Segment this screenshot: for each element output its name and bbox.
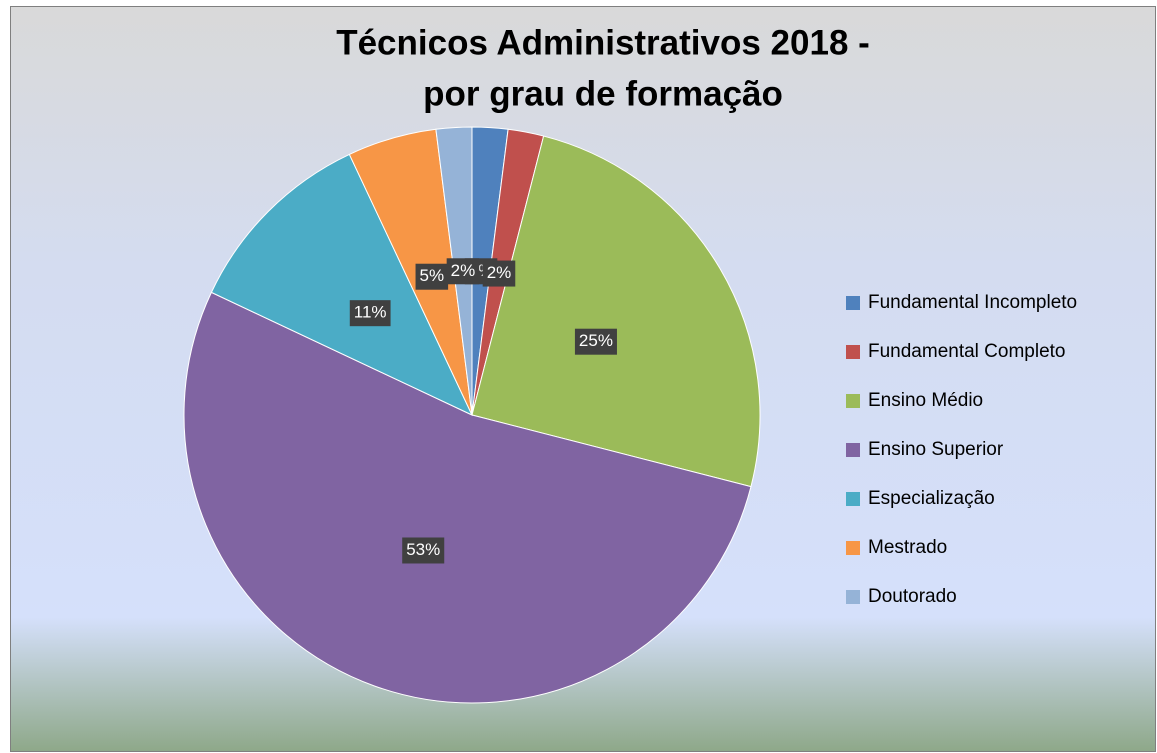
data-label: 2%	[451, 261, 476, 280]
chart-title: Técnicos Administrativos 2018 -	[336, 23, 870, 62]
legend-swatch	[846, 443, 860, 457]
legend-swatch	[846, 492, 860, 506]
legend-swatch	[846, 345, 860, 359]
legend-label: Especialização	[868, 488, 995, 509]
data-label-box	[574, 328, 617, 355]
data-label: 53%	[406, 540, 440, 559]
data-label: 11%	[354, 303, 387, 322]
legend-label: Ensino Superior	[868, 439, 1004, 460]
data-label-box	[415, 263, 449, 290]
legend-label: Fundamental Completo	[868, 341, 1066, 362]
pie-slice	[471, 135, 761, 488]
legend-label: Mestrado	[868, 537, 947, 558]
data-label-box	[349, 300, 391, 327]
legend-label: Fundamental Incompleto	[868, 292, 1077, 313]
data-label-box	[402, 537, 445, 564]
data-label-box	[482, 260, 516, 287]
legend-swatch	[846, 394, 860, 408]
data-label: 5%	[420, 266, 445, 285]
legend-swatch	[846, 590, 860, 604]
data-label-box	[446, 258, 480, 285]
pie-slice	[183, 291, 752, 704]
legend-label: Doutorado	[868, 586, 957, 607]
chart-title: por grau de formação	[423, 74, 783, 113]
data-label: 25%	[579, 331, 613, 350]
legend-swatch	[846, 296, 860, 310]
data-label: 2%	[487, 263, 512, 282]
legend-swatch	[846, 541, 860, 555]
legend-label: Ensino Médio	[868, 390, 983, 411]
pie-slice	[210, 153, 474, 417]
